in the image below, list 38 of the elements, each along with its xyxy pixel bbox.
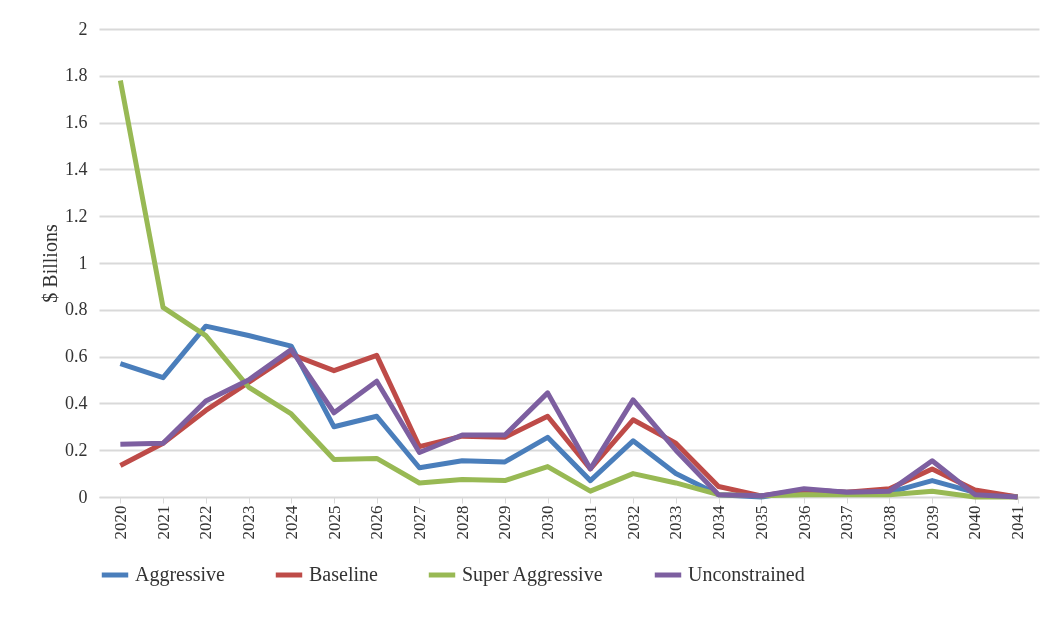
x-tick-label: 2031	[580, 505, 600, 540]
x-tick-label: 2023	[239, 505, 259, 540]
x-tick-label: 2040	[965, 505, 985, 540]
x-tick-label: 2032	[623, 505, 643, 540]
x-tick-label: 2041	[1008, 505, 1028, 540]
x-tick-label: 2034	[709, 505, 729, 540]
y-tick-label: 1.6	[65, 112, 88, 133]
legend-label: Aggressive	[135, 563, 226, 586]
x-tick-label: 2038	[879, 505, 899, 540]
y-tick-label: 0.2	[65, 439, 88, 460]
y-tick-label: 0	[78, 486, 88, 507]
x-tick-label: 2024	[281, 505, 301, 540]
y-tick-label: 1.2	[65, 205, 88, 226]
x-tick-label: 2035	[751, 505, 771, 540]
x-tick-label: 2027	[409, 505, 429, 540]
y-tick-label: 0.4	[65, 392, 88, 413]
x-tick-label: 2028	[452, 505, 472, 540]
x-tick-label: 2029	[495, 505, 515, 540]
x-tick-label: 2033	[666, 505, 686, 540]
x-tick-label: 2036	[794, 505, 814, 540]
y-tick-label: 1	[78, 252, 88, 273]
x-tick-label: 2025	[324, 505, 344, 540]
x-tick-label: 2039	[922, 505, 942, 540]
y-tick-label: 0.6	[65, 346, 88, 367]
x-tick-label: 2030	[538, 505, 558, 540]
x-tick-label: 2020	[110, 505, 130, 540]
y-tick-label: 1.4	[65, 158, 88, 179]
legend-label: Baseline	[309, 563, 378, 585]
y-tick-label: 0.8	[65, 299, 88, 320]
y-axis-title: $ Billions	[39, 224, 61, 303]
x-tick-label: 2021	[153, 505, 173, 540]
y-tick-label: 2	[78, 18, 88, 39]
legend-label: Unconstrained	[688, 563, 805, 585]
legend-label: Super Aggressive	[462, 563, 603, 586]
x-tick-label: 2037	[837, 505, 857, 540]
y-tick-label: 1.8	[65, 65, 88, 86]
x-tick-label: 2026	[367, 505, 387, 540]
x-tick-label: 2022	[196, 505, 216, 540]
